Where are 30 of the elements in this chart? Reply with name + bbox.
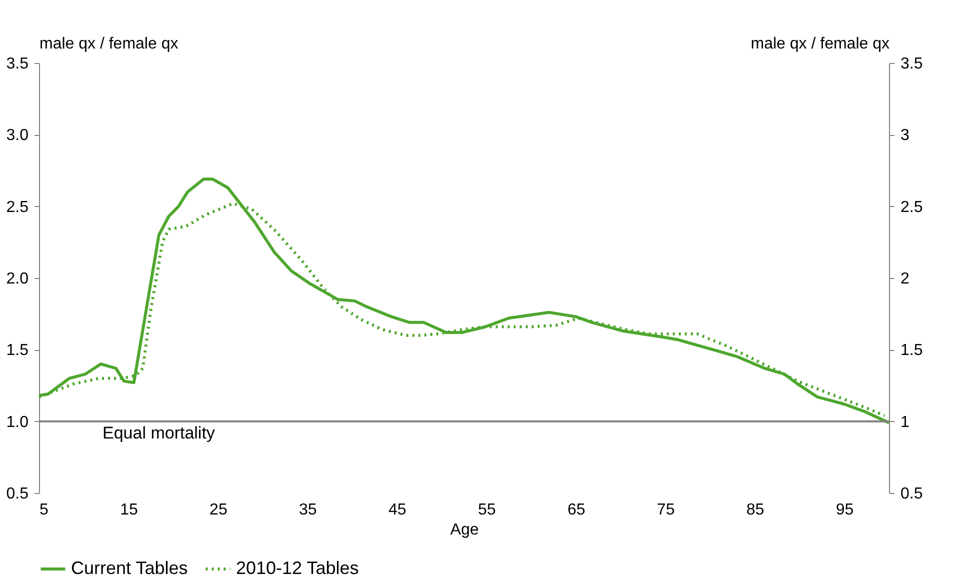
x-tick-label: 35 — [299, 502, 317, 518]
y2-tick-label: 2 — [900, 270, 910, 288]
x-tick-label: 15 — [120, 502, 138, 518]
x-tick-label: 65 — [567, 502, 586, 518]
y2-tick-label: 3.5 — [900, 56, 923, 72]
x-tick-label: 75 — [656, 502, 675, 518]
legend-label: 2010-12 Tables — [236, 558, 359, 575]
y2-tick-label: 0.5 — [900, 486, 923, 502]
y-tick-label: 1.0 — [6, 414, 29, 431]
y2-axis-title: male qx / female qx — [750, 36, 890, 52]
x-tick-label: 45 — [388, 502, 406, 518]
y2-tick-label: 1 — [900, 414, 910, 431]
x-tick-label: 55 — [478, 502, 496, 518]
y2-tick-label: 3 — [900, 127, 910, 144]
x-tick-label: 85 — [746, 502, 764, 518]
y-tick-label: 0.5 — [6, 486, 29, 502]
y2-tick-label: 1.5 — [900, 342, 923, 360]
x-tick-label: 95 — [836, 502, 854, 518]
y-axis-title: male qx / female qx — [40, 36, 178, 52]
y-tick-label: 2.5 — [6, 198, 29, 216]
y-tick-label: 2.0 — [6, 270, 29, 288]
ref-line-label: Equal mortality — [102, 423, 216, 442]
x-tick-label: 5 — [40, 502, 48, 518]
y-tick-label: 1.5 — [6, 342, 29, 360]
x-axis-title: Age — [450, 522, 479, 538]
y-tick-label: 3.0 — [6, 127, 29, 144]
x-tick-label: 25 — [210, 502, 228, 518]
y-tick-label: 3.5 — [6, 56, 29, 72]
y2-tick-label: 2.5 — [900, 198, 923, 216]
legend-label: Current Tables — [71, 558, 188, 575]
